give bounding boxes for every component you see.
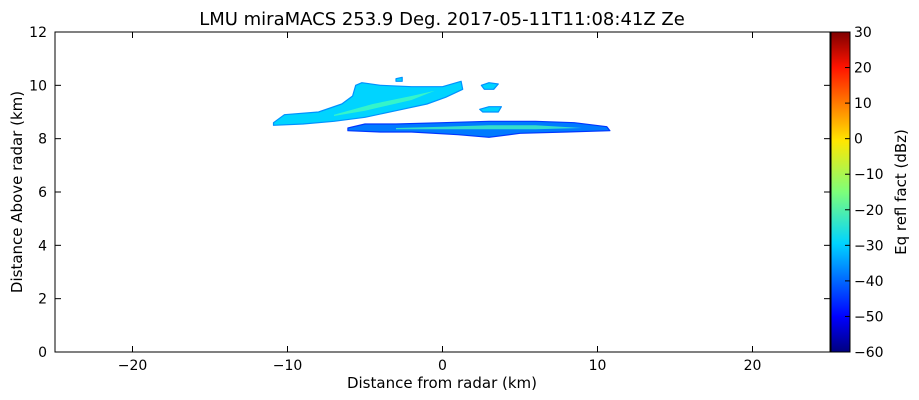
colorbar-tick-label: 30 — [854, 25, 872, 41]
colorbar — [830, 31, 851, 353]
axes: −20 −10 0 10 20 0 2 4 6 8 10 12 — [29, 25, 831, 374]
colorbar-tick-label: 0 — [854, 132, 863, 148]
y-tick-label: 6 — [38, 185, 47, 201]
y-tick-label: 4 — [38, 238, 47, 254]
colorbar-label: Eq refl fact (dBz) — [892, 129, 910, 255]
colorbar-tick-label: −20 — [854, 203, 884, 219]
chart-title: LMU miraMACS 253.9 Deg. 2017-05-11T11:08… — [199, 9, 685, 30]
colorbar-tick-label: −60 — [854, 345, 884, 361]
colorbar-tick-label: 10 — [854, 96, 872, 112]
x-axis-label: Distance from radar (km) — [347, 374, 537, 392]
cloud-echo-small-cell-upper — [480, 82, 499, 90]
x-tick-label: −20 — [118, 358, 148, 374]
plot-frame — [54, 31, 831, 353]
cloud-core-lower-cloud-band — [396, 125, 582, 130]
colorbar-tick-label: −50 — [854, 309, 884, 325]
y-tick-label: 10 — [29, 78, 47, 94]
colorbar-tick-label: −30 — [854, 238, 884, 254]
plot-area — [272, 76, 611, 138]
colorbar-tick-label: 20 — [854, 61, 872, 77]
x-tick-label: 20 — [744, 358, 762, 374]
y-tick-label: 0 — [38, 345, 47, 361]
x-tick-label: 10 — [589, 358, 607, 374]
colorbar-ticks: −60 −50 −40 −30 −20 −10 0 10 20 30 — [845, 25, 884, 361]
cloud-echo-upper-cloud-band — [272, 80, 464, 126]
cloud-echo-isolated-pixels — [395, 76, 403, 82]
colorbar-tick-label: −40 — [854, 274, 884, 290]
cloud-echo-small-cell-lower — [479, 106, 502, 113]
y-tick-label: 12 — [29, 25, 47, 41]
y-axis-label: Distance Above radar (km) — [8, 91, 26, 293]
y-tick-label: 2 — [38, 292, 47, 308]
cloud-core-upper-cloud-band — [334, 90, 435, 116]
colorbar-tick-label: −10 — [854, 167, 884, 183]
y-tick-label: 8 — [38, 132, 47, 148]
x-tick-label: 0 — [438, 358, 447, 374]
x-tick-label: −10 — [273, 358, 303, 374]
